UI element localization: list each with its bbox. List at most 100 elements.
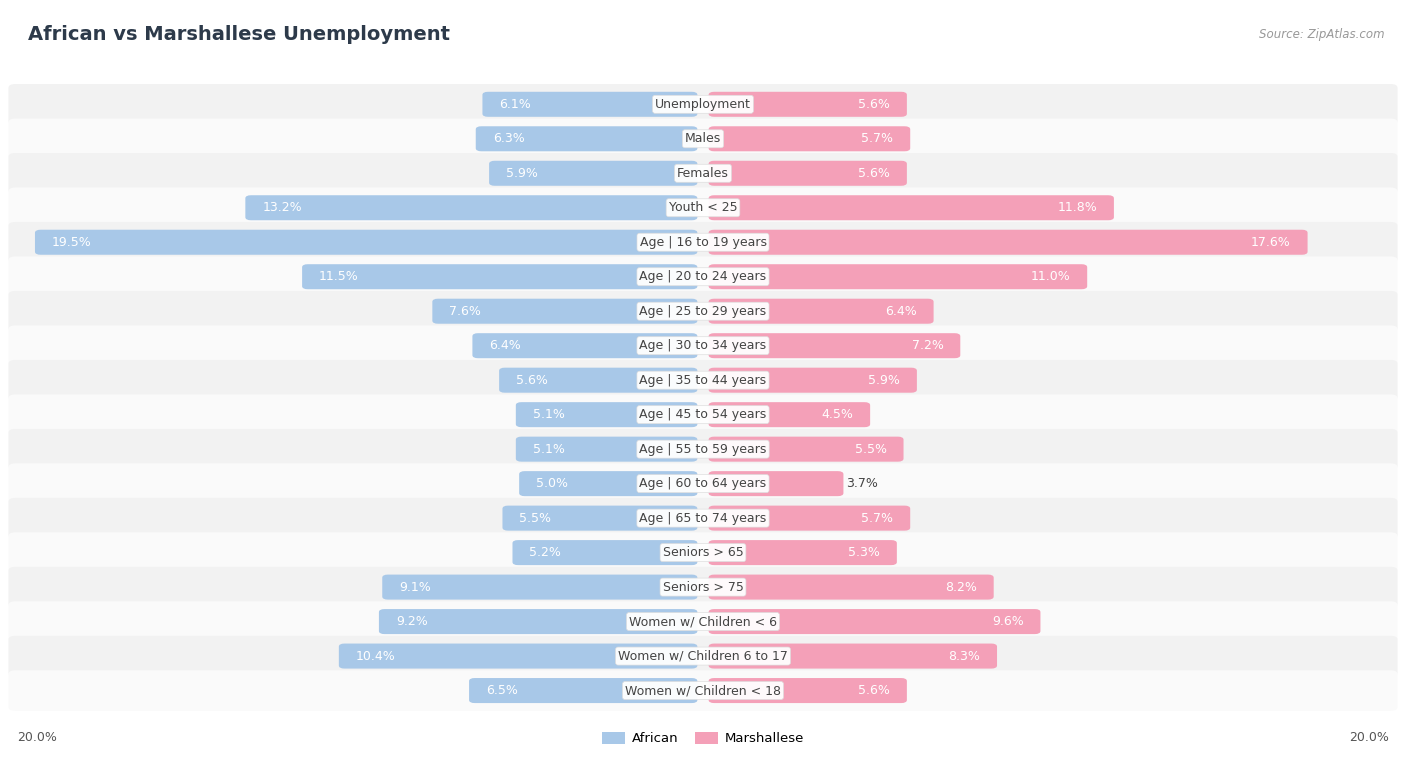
Text: 5.9%: 5.9%	[868, 374, 900, 387]
Text: Age | 45 to 54 years: Age | 45 to 54 years	[640, 408, 766, 421]
Text: 6.4%: 6.4%	[489, 339, 522, 352]
FancyBboxPatch shape	[382, 575, 697, 600]
FancyBboxPatch shape	[433, 299, 697, 324]
FancyBboxPatch shape	[709, 643, 997, 668]
FancyBboxPatch shape	[8, 84, 1398, 125]
Text: 5.5%: 5.5%	[519, 512, 551, 525]
Text: 6.4%: 6.4%	[884, 305, 917, 318]
Text: 10.4%: 10.4%	[356, 650, 395, 662]
Text: Youth < 25: Youth < 25	[669, 201, 737, 214]
Text: Age | 25 to 29 years: Age | 25 to 29 years	[640, 305, 766, 318]
FancyBboxPatch shape	[8, 394, 1398, 435]
Text: 11.0%: 11.0%	[1031, 270, 1070, 283]
Text: 6.3%: 6.3%	[492, 132, 524, 145]
Text: 7.6%: 7.6%	[450, 305, 481, 318]
FancyBboxPatch shape	[8, 463, 1398, 504]
FancyBboxPatch shape	[8, 291, 1398, 332]
FancyBboxPatch shape	[709, 609, 1040, 634]
FancyBboxPatch shape	[709, 126, 910, 151]
Text: Age | 30 to 34 years: Age | 30 to 34 years	[640, 339, 766, 352]
Text: 5.1%: 5.1%	[533, 408, 565, 421]
Text: 11.8%: 11.8%	[1057, 201, 1097, 214]
FancyBboxPatch shape	[709, 160, 907, 185]
Text: Women w/ Children < 18: Women w/ Children < 18	[626, 684, 780, 697]
Text: 9.6%: 9.6%	[991, 615, 1024, 628]
FancyBboxPatch shape	[516, 402, 697, 427]
Text: Age | 60 to 64 years: Age | 60 to 64 years	[640, 477, 766, 490]
FancyBboxPatch shape	[512, 540, 697, 565]
Text: 5.6%: 5.6%	[516, 374, 548, 387]
FancyBboxPatch shape	[709, 540, 897, 565]
Text: Seniors > 75: Seniors > 75	[662, 581, 744, 593]
FancyBboxPatch shape	[709, 437, 904, 462]
Text: 5.6%: 5.6%	[858, 167, 890, 179]
Text: 5.6%: 5.6%	[858, 98, 890, 111]
Text: Women w/ Children < 6: Women w/ Children < 6	[628, 615, 778, 628]
FancyBboxPatch shape	[502, 506, 697, 531]
FancyBboxPatch shape	[8, 222, 1398, 263]
FancyBboxPatch shape	[709, 229, 1308, 255]
Text: 13.2%: 13.2%	[263, 201, 302, 214]
FancyBboxPatch shape	[709, 678, 907, 703]
FancyBboxPatch shape	[8, 498, 1398, 538]
FancyBboxPatch shape	[470, 678, 697, 703]
FancyBboxPatch shape	[709, 299, 934, 324]
FancyBboxPatch shape	[709, 195, 1114, 220]
Text: African vs Marshallese Unemployment: African vs Marshallese Unemployment	[28, 24, 450, 44]
FancyBboxPatch shape	[8, 670, 1398, 711]
Text: 5.2%: 5.2%	[530, 546, 561, 559]
Text: 19.5%: 19.5%	[52, 235, 91, 249]
Legend: African, Marshallese: African, Marshallese	[596, 727, 810, 750]
FancyBboxPatch shape	[489, 160, 697, 185]
FancyBboxPatch shape	[709, 264, 1087, 289]
Text: 4.5%: 4.5%	[821, 408, 853, 421]
FancyBboxPatch shape	[482, 92, 697, 117]
Text: Age | 16 to 19 years: Age | 16 to 19 years	[640, 235, 766, 249]
FancyBboxPatch shape	[380, 609, 697, 634]
Text: 8.2%: 8.2%	[945, 581, 977, 593]
Text: 17.6%: 17.6%	[1251, 235, 1291, 249]
Text: Age | 20 to 24 years: Age | 20 to 24 years	[640, 270, 766, 283]
FancyBboxPatch shape	[8, 567, 1398, 607]
FancyBboxPatch shape	[8, 429, 1398, 469]
FancyBboxPatch shape	[8, 636, 1398, 676]
FancyBboxPatch shape	[475, 126, 697, 151]
Text: Age | 35 to 44 years: Age | 35 to 44 years	[640, 374, 766, 387]
Text: 5.1%: 5.1%	[533, 443, 565, 456]
Text: 5.6%: 5.6%	[858, 684, 890, 697]
FancyBboxPatch shape	[246, 195, 697, 220]
Text: 7.2%: 7.2%	[911, 339, 943, 352]
Text: 20.0%: 20.0%	[17, 731, 56, 744]
Text: 5.9%: 5.9%	[506, 167, 538, 179]
Text: 3.7%: 3.7%	[846, 477, 879, 490]
Text: 5.7%: 5.7%	[862, 132, 893, 145]
FancyBboxPatch shape	[709, 506, 910, 531]
Text: Seniors > 65: Seniors > 65	[662, 546, 744, 559]
Text: 5.7%: 5.7%	[862, 512, 893, 525]
FancyBboxPatch shape	[8, 601, 1398, 642]
FancyBboxPatch shape	[709, 333, 960, 358]
FancyBboxPatch shape	[8, 153, 1398, 194]
FancyBboxPatch shape	[8, 119, 1398, 159]
FancyBboxPatch shape	[8, 257, 1398, 297]
Text: Age | 65 to 74 years: Age | 65 to 74 years	[640, 512, 766, 525]
Text: 5.3%: 5.3%	[848, 546, 880, 559]
FancyBboxPatch shape	[709, 575, 994, 600]
FancyBboxPatch shape	[35, 229, 697, 255]
Text: 5.0%: 5.0%	[536, 477, 568, 490]
Text: 6.1%: 6.1%	[499, 98, 531, 111]
FancyBboxPatch shape	[519, 471, 697, 496]
FancyBboxPatch shape	[709, 368, 917, 393]
Text: Women w/ Children 6 to 17: Women w/ Children 6 to 17	[619, 650, 787, 662]
Text: 9.2%: 9.2%	[396, 615, 427, 628]
FancyBboxPatch shape	[302, 264, 697, 289]
FancyBboxPatch shape	[516, 437, 697, 462]
Text: Age | 55 to 59 years: Age | 55 to 59 years	[640, 443, 766, 456]
FancyBboxPatch shape	[472, 333, 697, 358]
Text: 20.0%: 20.0%	[1350, 731, 1389, 744]
Text: 11.5%: 11.5%	[319, 270, 359, 283]
FancyBboxPatch shape	[8, 326, 1398, 366]
Text: Source: ZipAtlas.com: Source: ZipAtlas.com	[1260, 27, 1385, 41]
FancyBboxPatch shape	[709, 402, 870, 427]
Text: 9.1%: 9.1%	[399, 581, 430, 593]
